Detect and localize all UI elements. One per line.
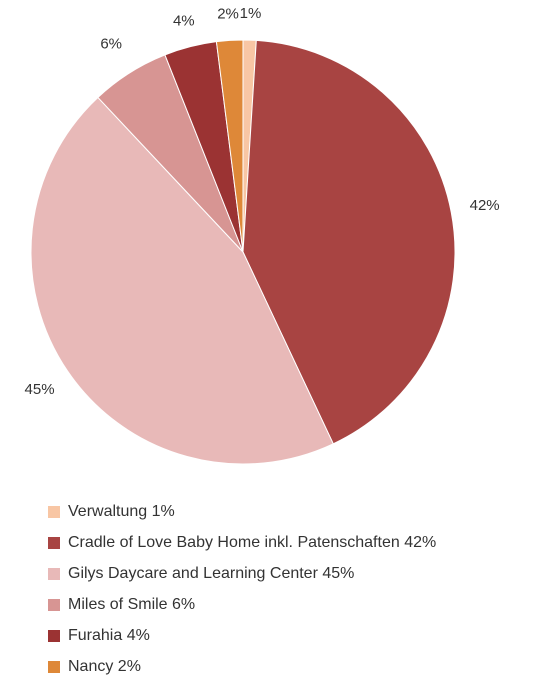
legend-swatch — [48, 630, 60, 642]
legend-label: Nancy 2% — [68, 658, 141, 675]
slice-label: 4% — [173, 12, 195, 29]
legend-label: Miles of Smile 6% — [68, 596, 195, 613]
legend-swatch — [48, 506, 60, 518]
legend-swatch — [48, 661, 60, 673]
slice-label: 45% — [25, 381, 55, 398]
legend-swatch — [48, 568, 60, 580]
pie-slice — [242, 39, 456, 445]
legend-swatch — [48, 537, 60, 549]
slice-label: 6% — [100, 35, 122, 52]
legend-label: Verwaltung 1% — [68, 503, 175, 520]
legend-label: Gilys Daycare and Learning Center 45% — [68, 565, 354, 582]
pie-slice — [215, 39, 244, 253]
legend-label: Cradle of Love Baby Home inkl. Patenscha… — [68, 534, 436, 551]
slice-label: 42% — [470, 197, 500, 214]
pie-slice — [30, 96, 334, 465]
legend-label: Furahia 4% — [68, 627, 150, 644]
slice-label: 2% — [217, 5, 239, 22]
slice-label: 1% — [240, 5, 262, 22]
legend-swatch — [48, 599, 60, 611]
